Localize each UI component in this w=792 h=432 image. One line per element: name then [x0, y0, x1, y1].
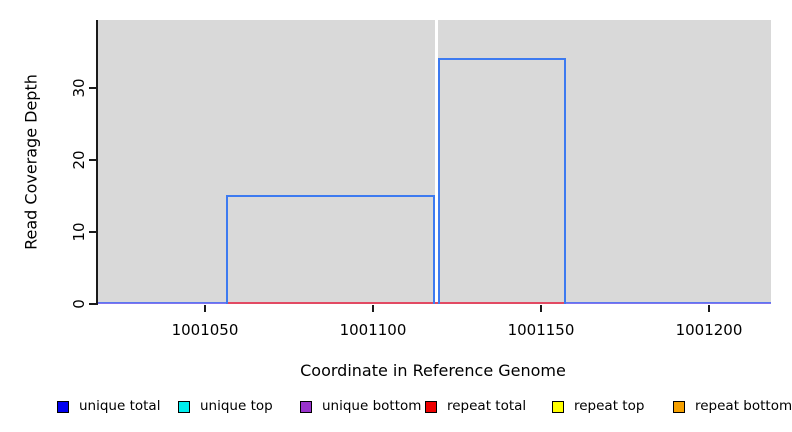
- unique-total-swatch-icon: [57, 401, 69, 413]
- baseline-blue-right-segment: [566, 301, 771, 303]
- legend-label: repeat top: [574, 398, 645, 414]
- unique-top-swatch-icon: [178, 401, 190, 413]
- legend-label: unique total: [79, 398, 161, 414]
- unique-bottom-swatch-icon: [300, 401, 312, 413]
- y-tick-20: [89, 159, 96, 161]
- y-axis-title: Read Coverage Depth: [21, 74, 41, 250]
- baseline-unique-left-segment: [97, 302, 226, 304]
- y-tick-label-10: 10: [70, 222, 88, 242]
- repeat-bottom-swatch-icon: [673, 401, 685, 413]
- repeat-total-swatch-icon: [425, 401, 437, 413]
- baseline-unique-right-segment: [566, 302, 771, 304]
- y-tick-label-30: 30: [70, 78, 88, 98]
- baseline-repeat-zero-segment: [226, 302, 566, 304]
- y-tick-0: [89, 303, 96, 305]
- x-axis-title: Coordinate in Reference Genome: [300, 361, 566, 380]
- x-tick-1001200: [708, 305, 710, 312]
- y-tick-label-0: 0: [70, 299, 88, 309]
- y-tick-10: [89, 231, 96, 233]
- x-tick-1001050: [204, 305, 206, 312]
- repeat-top-swatch-icon: [552, 401, 564, 413]
- x-tick-label-1001200: 1001200: [675, 321, 743, 339]
- x-tick-label-1001100: 1001100: [339, 321, 407, 339]
- baseline-blue-left-segment: [97, 301, 226, 303]
- x-tick-1001150: [540, 305, 542, 312]
- legend-label: repeat bottom: [695, 398, 792, 414]
- x-tick-label-1001150: 1001150: [507, 321, 575, 339]
- x-tick-label-1001050: 1001050: [171, 321, 239, 339]
- coverage-gap-stripe: [434, 20, 438, 302]
- y-tick-30: [89, 87, 96, 89]
- y-tick-label-20: 20: [70, 150, 88, 170]
- legend-label: repeat total: [447, 398, 527, 414]
- coverage-step-region-1: [225, 194, 435, 304]
- plot-area: [97, 20, 771, 304]
- legend-label: unique bottom: [322, 398, 422, 414]
- y-axis-line: [96, 20, 98, 305]
- legend-label: unique top: [200, 398, 273, 414]
- x-tick-1001100: [372, 305, 374, 312]
- coverage-step-region-2: [438, 57, 566, 304]
